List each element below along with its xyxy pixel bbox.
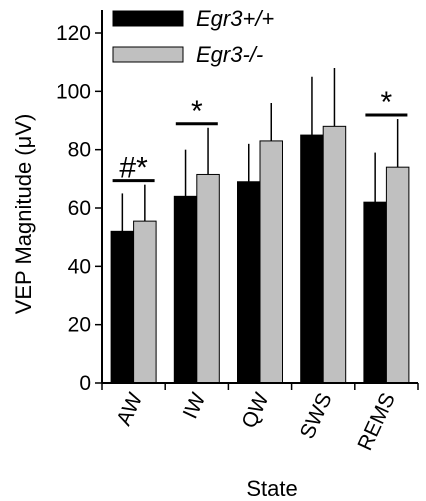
bar-sws-series-1 — [300, 134, 324, 384]
x-tick-label-aw: AW — [112, 389, 147, 429]
significance-marker-iw: * — [191, 95, 203, 128]
legend-label-1: Egr3+/+ — [196, 6, 274, 31]
y-tick-label: 60 — [68, 197, 91, 220]
y-tick-label: 40 — [68, 255, 91, 278]
legend-label-2: Egr3-/- — [196, 42, 263, 67]
bar-rems-series-2 — [385, 166, 410, 384]
bar-qw-series-2 — [259, 140, 283, 384]
x-axis-title: State — [246, 476, 297, 501]
y-tick-label: 0 — [79, 372, 91, 395]
y-tick-label: 20 — [68, 314, 91, 337]
bar-iw-series-2 — [196, 173, 220, 384]
bar-rems-series-1 — [363, 201, 387, 384]
x-tick-label-sws: SWS — [296, 389, 337, 442]
bar-qw-series-1 — [237, 181, 261, 384]
bar-iw-series-1 — [173, 195, 198, 384]
bar-sws-series-2 — [322, 125, 347, 384]
bar-aw-series-1 — [110, 230, 135, 384]
y-tick-label: 120 — [56, 22, 91, 45]
x-tick-label-qw: QW — [237, 389, 273, 432]
y-axis-title: VEP Magnitude (μV) — [11, 114, 36, 315]
bar-aw-series-2 — [133, 220, 157, 384]
significance-marker-aw: #* — [119, 152, 148, 185]
x-tick-label-iw: IW — [179, 389, 211, 422]
legend-swatch-1 — [112, 10, 184, 27]
y-tick-label: 100 — [56, 80, 91, 103]
x-tick-label-rems: REMS — [353, 389, 399, 454]
significance-marker-rems: * — [381, 86, 393, 119]
legend-swatch-2 — [112, 46, 184, 63]
y-tick-label: 80 — [68, 139, 91, 162]
